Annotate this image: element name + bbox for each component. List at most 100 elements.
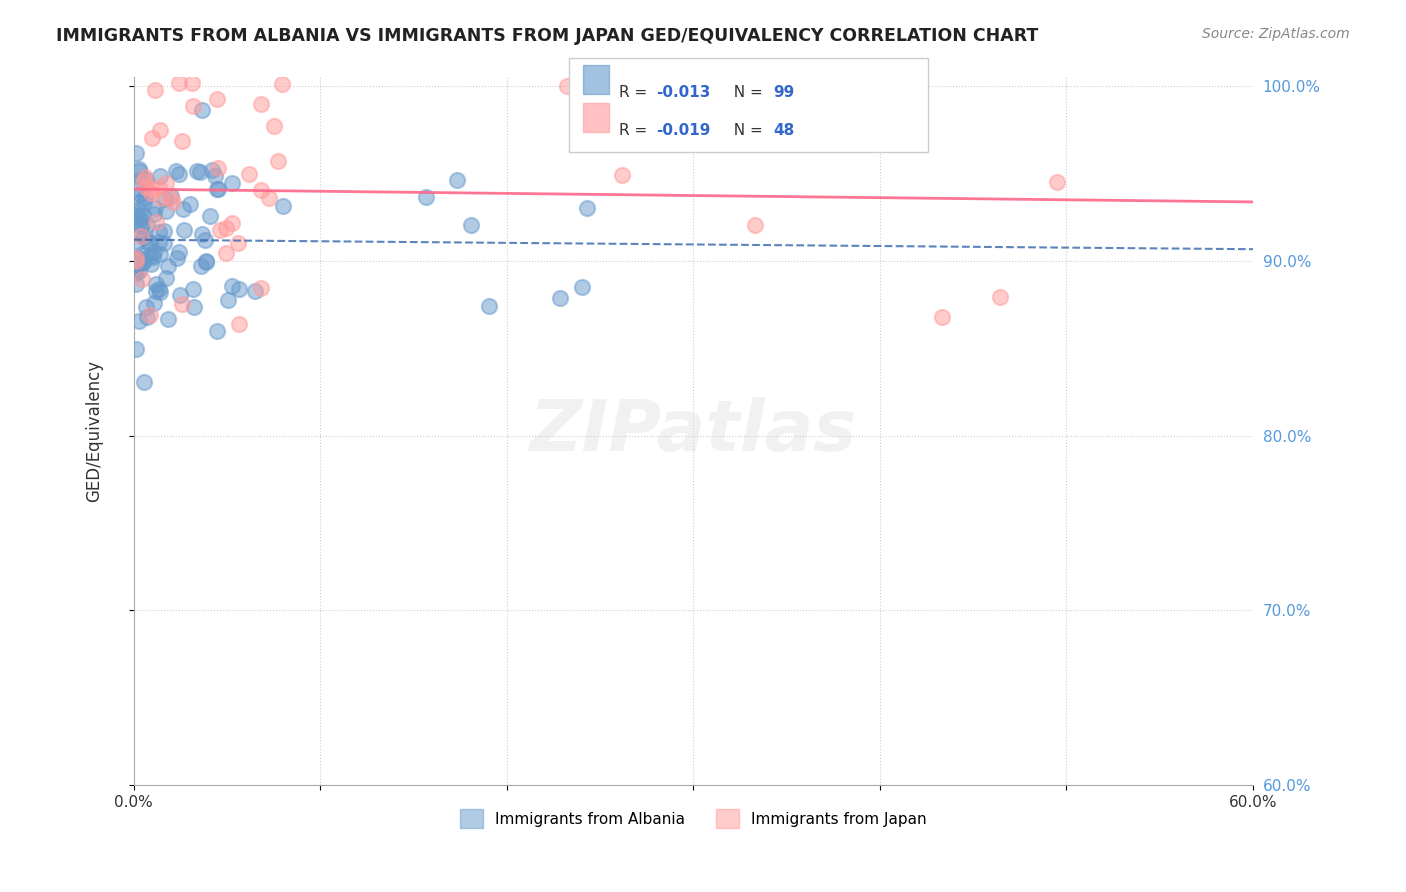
Point [165, 163, 187, 178]
Point [205, 325, 228, 339]
Point [141, 131, 163, 145]
Point [170, 297, 193, 311]
Point [1046, 176, 1069, 190]
Point [135, 180, 157, 194]
Point [142, 250, 165, 264]
Point [145, 284, 167, 298]
Point [179, 197, 201, 211]
Point [129, 187, 152, 202]
Point [221, 216, 243, 230]
Point [610, 169, 633, 183]
Text: R =: R = [619, 85, 652, 100]
Text: -0.019: -0.019 [657, 123, 711, 138]
Point [931, 310, 953, 324]
Point [271, 199, 294, 213]
Point [138, 249, 160, 263]
Point [136, 310, 159, 325]
Point [132, 208, 155, 222]
Point [139, 181, 162, 195]
Point [149, 169, 172, 184]
Point [148, 225, 170, 239]
Point [145, 277, 167, 291]
Point [149, 122, 172, 136]
Point [250, 281, 273, 295]
Point [191, 227, 214, 242]
Point [148, 247, 170, 261]
Point [167, 167, 190, 181]
Point [143, 201, 166, 215]
Point [131, 246, 153, 260]
Point [139, 235, 162, 250]
Point [571, 280, 593, 294]
Point [153, 236, 176, 251]
Point [263, 120, 285, 134]
Point [129, 212, 152, 227]
Point [157, 259, 180, 273]
Point [129, 229, 152, 244]
Point [188, 165, 211, 179]
Point [134, 190, 156, 204]
Point [125, 210, 148, 224]
Point [169, 288, 191, 302]
Point [194, 233, 217, 247]
Point [172, 202, 194, 217]
Point [228, 283, 250, 297]
Point [173, 223, 195, 237]
Point [894, 130, 917, 145]
Point [148, 282, 170, 296]
Point [208, 223, 231, 237]
Point [167, 244, 190, 259]
Point [205, 92, 228, 106]
Point [135, 300, 157, 314]
Point [135, 173, 157, 187]
Point [125, 261, 148, 276]
Point [139, 186, 162, 201]
Point [159, 189, 181, 203]
Point [415, 190, 437, 204]
Point [139, 257, 162, 271]
Text: -0.013: -0.013 [657, 85, 711, 100]
Point [148, 179, 170, 194]
Point [201, 163, 224, 178]
Text: R =: R = [619, 123, 652, 138]
Point [221, 279, 243, 293]
Point [128, 164, 150, 178]
Point [132, 255, 155, 269]
Point [215, 246, 238, 260]
Point [145, 215, 167, 229]
Text: Source: ZipAtlas.com: Source: ZipAtlas.com [1202, 27, 1350, 41]
Text: N =: N = [724, 123, 768, 138]
Point [988, 290, 1011, 304]
Point [125, 277, 148, 292]
Point [128, 264, 150, 278]
Text: IMMIGRANTS FROM ALBANIA VS IMMIGRANTS FROM JAPAN GED/EQUIVALENCY CORRELATION CHA: IMMIGRANTS FROM ALBANIA VS IMMIGRANTS FR… [56, 27, 1039, 45]
Point [257, 191, 280, 205]
Point [129, 219, 152, 234]
Point [132, 252, 155, 266]
Point [131, 172, 153, 186]
Point [134, 195, 156, 210]
Point [226, 236, 249, 251]
Point [132, 255, 155, 269]
Point [131, 218, 153, 232]
Point [139, 309, 162, 323]
Point [125, 252, 148, 266]
Point [183, 300, 205, 314]
Point [149, 191, 172, 205]
Point [162, 194, 184, 209]
Point [128, 162, 150, 177]
Point [221, 176, 243, 190]
Point [228, 318, 250, 332]
Point [548, 291, 571, 305]
Point [148, 235, 170, 249]
Point [250, 97, 273, 112]
Point [134, 174, 156, 188]
Point [155, 203, 177, 218]
Point [128, 314, 150, 328]
Point [249, 184, 271, 198]
Point [132, 375, 155, 389]
Point [166, 252, 188, 266]
Point [125, 146, 148, 161]
Point [744, 218, 766, 232]
Text: 99: 99 [773, 85, 794, 100]
